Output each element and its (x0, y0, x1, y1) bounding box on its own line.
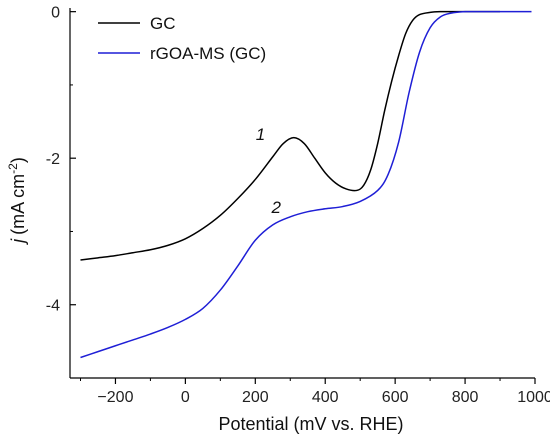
curve-annotation-2: 2 (271, 198, 282, 217)
x-tick-label: −200 (97, 389, 133, 406)
y-axis-units: (mA cm (8, 174, 28, 235)
y-axis-title: j (mA cm-2) (6, 157, 28, 246)
x-tick-label: 200 (242, 389, 269, 406)
y-tick-label: -2 (46, 151, 60, 168)
series-line-rgoa-ms (80, 10, 532, 359)
y-axis-exponent: -2 (6, 163, 20, 174)
x-tick-label: 600 (382, 389, 409, 406)
x-tick-label: 800 (452, 389, 479, 406)
x-tick-label: 1000 (517, 389, 550, 406)
labels-layer: −200 0 200 400 600 800 1000 0 -2 -4 1 2 (46, 5, 550, 406)
series-line-gc (80, 10, 501, 261)
y-axis-close: ) (8, 157, 28, 163)
legend: GC rGOA-MS (GC) (98, 14, 266, 63)
x-tick-label: 0 (181, 389, 190, 406)
legend-label-gc: GC (150, 14, 176, 33)
legend-label-rgoa: rGOA-MS (GC) (150, 44, 266, 63)
x-axis-title: Potential (mV vs. RHE) (218, 414, 403, 434)
y-tick-label: 0 (51, 5, 60, 22)
curve-annotation-1: 1 (256, 125, 265, 144)
y-axis-symbol: j (8, 238, 28, 246)
series-layer (80, 10, 532, 359)
axes (69, 8, 536, 384)
x-tick-label: 400 (312, 389, 339, 406)
y-tick-label: -4 (46, 298, 60, 315)
